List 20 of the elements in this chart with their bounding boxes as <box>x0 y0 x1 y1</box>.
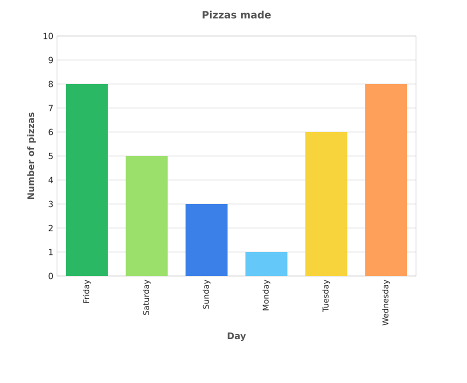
y-tick-label: 8 <box>48 80 53 88</box>
bar <box>186 204 228 276</box>
y-tick-label: 9 <box>48 56 53 64</box>
y-tick-label: 10 <box>44 32 53 40</box>
bar <box>126 156 168 276</box>
chart-title: Pizzas made <box>202 10 271 18</box>
y-tick-label: 5 <box>48 152 53 160</box>
bar <box>305 132 348 276</box>
y-tick-label: 7 <box>48 104 53 112</box>
x-axis-title: Day <box>228 332 246 341</box>
bar <box>245 252 288 276</box>
y-tick-label: 1 <box>49 248 53 256</box>
y-tick-label: 2 <box>48 224 53 232</box>
y-axis-title: Number of pizzas <box>27 112 36 200</box>
bar <box>365 84 408 276</box>
y-tick-label: 6 <box>48 128 53 136</box>
y-tick-label: 4 <box>48 176 53 184</box>
bar <box>66 84 108 276</box>
y-tick-label: 3 <box>48 200 53 208</box>
y-tick-label: 0 <box>48 272 53 280</box>
